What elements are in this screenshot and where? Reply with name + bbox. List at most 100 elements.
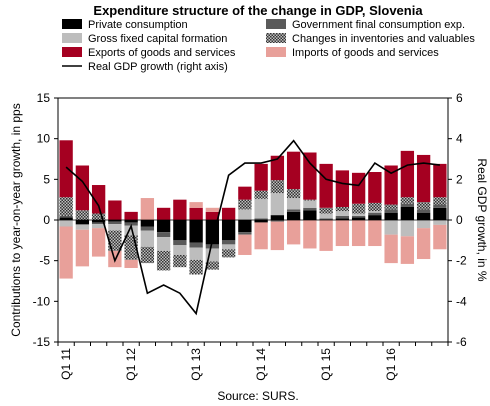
bar-changes-in-inventories-and-valuables [140,246,155,264]
legend-swatch [62,33,82,43]
bar-imports-of-goods-and-services [75,229,90,267]
bar-gross-fixed-capital-formation [254,198,268,219]
bar-gross-fixed-capital-formation [91,224,106,229]
bar-exports-of-goods-and-services [254,163,268,191]
legend-swatch [266,47,286,57]
bar-private-consumption [173,220,187,241]
bar-gross-fixed-capital-formation [368,211,382,213]
bar-government-final-consumption-exp [91,222,106,225]
bar-gross-fixed-capital-formation [124,225,138,236]
bar-government-final-consumption-exp [156,232,171,238]
bar-government-final-consumption-exp [416,209,431,213]
bar-exports-of-goods-and-services [384,165,398,205]
bar-exports-of-goods-and-services [351,172,366,204]
y2-tick-label: -4 [456,294,467,308]
bar-gross-fixed-capital-formation [75,224,90,230]
bar-private-consumption [433,207,447,220]
bar-exports-of-goods-and-services [189,207,203,220]
bar-gross-fixed-capital-formation [400,220,415,237]
bar-changes-in-inventories-and-valuables [221,249,236,258]
bar-changes-in-inventories-and-valuables [189,259,203,275]
bar-changes-in-inventories-and-valuables [75,210,90,220]
bar-private-consumption [368,215,382,220]
bar-gross-fixed-capital-formation [156,237,171,251]
bar-private-consumption [156,220,171,233]
bar-imports-of-goods-and-services [254,222,268,250]
x-tick-label: Q1 11 [59,348,73,380]
bar-imports-of-goods-and-services [286,220,301,245]
bar-gross-fixed-capital-formation [140,230,155,247]
bar-exports-of-goods-and-services [221,207,236,220]
legend-swatch [266,19,286,29]
bar-private-consumption [124,220,138,223]
y2-tick-label: 2 [456,172,463,186]
bar-government-final-consumption-exp [433,204,447,208]
bar-government-final-consumption-exp [319,218,333,220]
bar-imports-of-goods-and-services [91,228,106,257]
bar-private-consumption [189,220,203,243]
y2-tick-label: 6 [456,91,463,105]
bar-government-final-consumption-exp [351,215,366,218]
bar-government-final-consumption-exp [270,220,285,222]
y-tick-label: 5 [43,172,50,186]
bar-changes-in-inventories-and-valuables [400,197,415,204]
bar-gross-fixed-capital-formation [384,220,398,235]
legend-label: Imports of goods and services [292,47,439,59]
bar-imports-of-goods-and-services [59,226,73,279]
bar-changes-in-inventories-and-valuables [156,250,171,271]
bar-gross-fixed-capital-formation [59,220,73,227]
bar-government-final-consumption-exp [384,209,398,213]
bar-imports-of-goods-and-services [368,220,382,247]
bar-changes-in-inventories-and-valuables [270,180,285,194]
bar-exports-of-goods-and-services [416,154,431,203]
bar-gross-fixed-capital-formation [303,200,317,208]
line-real-gdp-growth [65,139,440,316]
bar-changes-in-inventories-and-valuables [59,197,73,216]
bar-exports-of-goods-and-services [368,172,382,203]
bar-changes-in-inventories-and-valuables [368,202,382,212]
source-note: Source: SURS. [217,389,298,403]
bar-private-consumption [91,220,106,223]
bar-private-consumption [303,210,317,220]
bar-gross-fixed-capital-formation [351,213,366,216]
y-axis-label: Contributions to year-on-year growth, in… [9,103,23,336]
bar-private-consumption [108,220,122,222]
bar-imports-of-goods-and-services [335,220,350,247]
bar-gross-fixed-capital-formation [189,247,203,260]
bar-exports-of-goods-and-services [173,199,187,220]
bar-changes-in-inventories-and-valuables [254,190,268,199]
legend-swatch [62,47,82,57]
bar-government-final-consumption-exp [254,218,268,220]
legend-label: Gross fixed capital formation [88,33,227,45]
x-tick-label: Q1 13 [189,348,203,381]
bar-exports-of-goods-and-services [124,211,138,220]
bar-imports-of-goods-and-services [400,236,415,264]
bar-private-consumption [286,211,301,220]
bar-imports-of-goods-and-services [319,220,333,251]
bar-changes-in-inventories-and-valuables [384,204,398,210]
bar-exports-of-goods-and-services [433,163,447,198]
bar-changes-in-inventories-and-valuables [238,199,252,210]
bar-government-final-consumption-exp [221,240,236,245]
bar-exports-of-goods-and-services [91,185,106,214]
bar-gross-fixed-capital-formation [416,220,431,229]
y-tick-label: -10 [33,294,51,308]
bar-imports-of-goods-and-services [189,202,203,208]
chart-title: Expenditure structure of the change in G… [93,3,423,18]
bar-government-final-consumption-exp [124,222,138,226]
legend-swatch [62,19,82,29]
bar-imports-of-goods-and-services [433,224,447,250]
bar-government-final-consumption-exp [238,232,252,235]
x-tick-label: Q1 16 [384,348,398,381]
bar-changes-in-inventories-and-valuables [173,254,187,268]
bar-exports-of-goods-and-services [156,207,171,220]
bar-government-final-consumption-exp [286,209,301,212]
y-tick-label: -5 [39,254,50,268]
bar-exports-of-goods-and-services [286,151,301,190]
bar-changes-in-inventories-and-valuables [351,203,366,214]
y-tick-label: 15 [37,91,51,105]
bar-gross-fixed-capital-formation [108,224,122,231]
bar-exports-of-goods-and-services [303,152,317,200]
bar-exports-of-goods-and-services [238,186,252,200]
